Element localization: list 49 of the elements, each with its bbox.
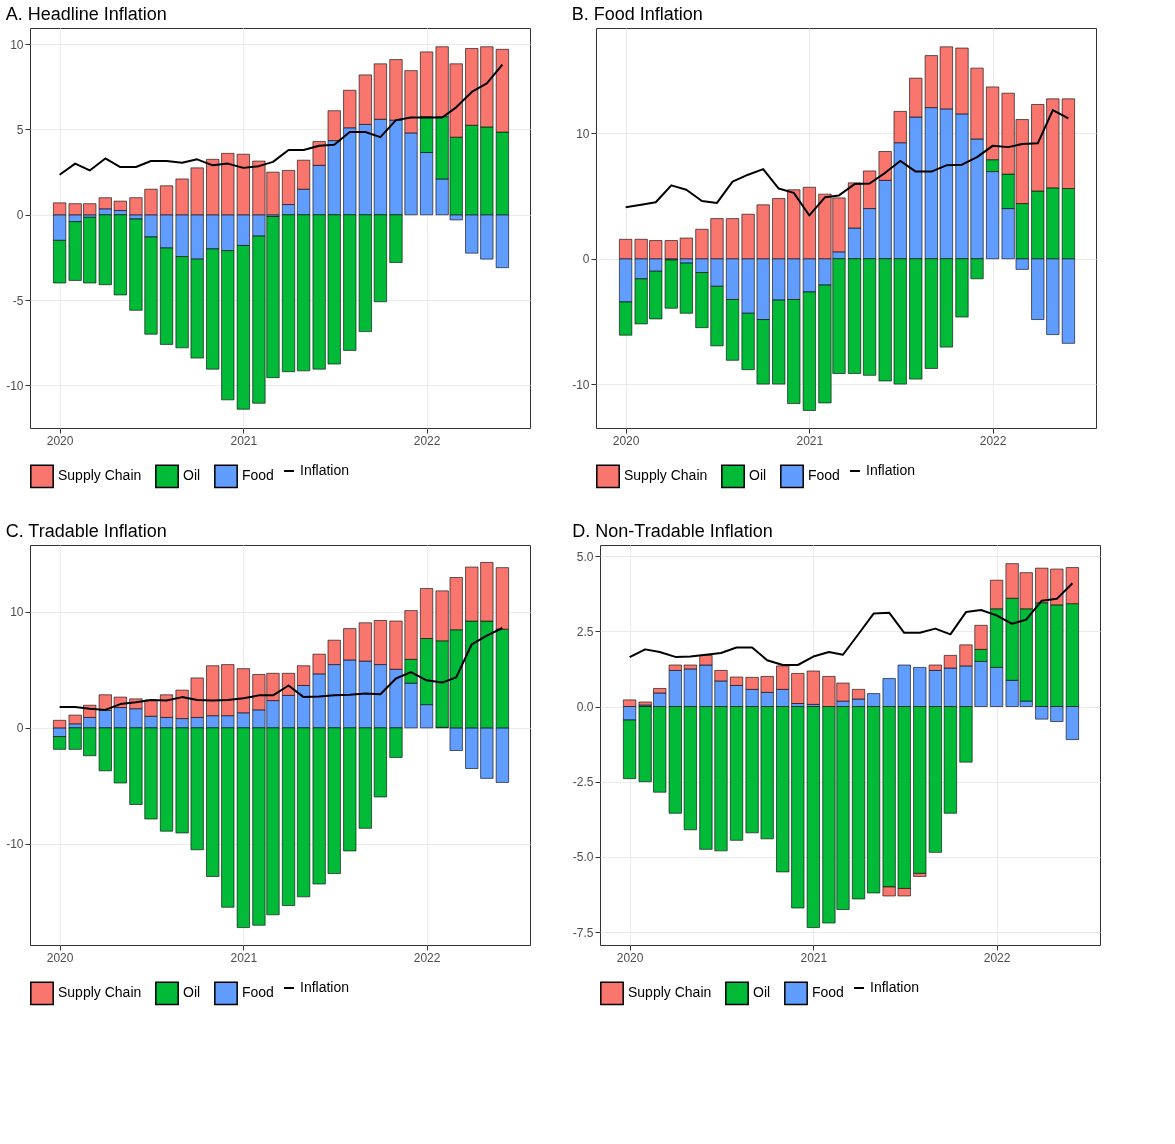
legend-label: Oil: [753, 984, 771, 1001]
chart-title: B. Food Inflation: [571, 4, 703, 24]
chart-title: C. Tradable Inflation: [5, 521, 167, 541]
y-tick-label: 10: [576, 126, 590, 141]
x-tick-label: 2021: [230, 950, 258, 965]
legend-label: Supply Chain: [58, 984, 142, 1001]
x-tick-label: 2021: [800, 950, 828, 965]
y-tick-label: 0.0: [576, 700, 594, 714]
y-tick-label: 5.0: [576, 549, 594, 564]
x-tick-label: 2022: [413, 433, 441, 448]
y-tick-label: 5: [16, 122, 24, 137]
x-tick-label: 2022: [983, 950, 1011, 965]
x-tick-label: 2021: [230, 433, 258, 448]
y-tick-label: -10: [6, 378, 24, 393]
legend-label: Supply Chain: [624, 467, 708, 484]
x-tick-label: 2020: [616, 950, 644, 965]
chart-title: A. Headline Inflation: [5, 4, 167, 24]
x-tick-label: 2020: [612, 433, 640, 448]
y-tick-label: -7.5: [572, 925, 594, 940]
legend-label: Supply Chain: [58, 467, 142, 484]
x-tick-label: 2022: [979, 433, 1007, 448]
y-tick-label: -10: [6, 837, 24, 852]
legend-label: Inflation: [870, 979, 920, 995]
legend-label: Food: [808, 467, 840, 484]
y-tick-label: 0: [16, 721, 24, 736]
x-tick-label: 2020: [46, 950, 74, 965]
x-tick-label: 2020: [46, 433, 74, 448]
y-tick-label: -2.5: [572, 775, 594, 790]
y-tick-label: 0: [582, 252, 590, 267]
y-tick-label: 2.5: [576, 624, 594, 639]
x-tick-label: 2021: [796, 433, 824, 448]
legend-label: Food: [812, 984, 844, 1001]
y-tick-label: 0: [16, 208, 24, 223]
legend-label: Oil: [183, 984, 201, 1001]
legend-label: Inflation: [300, 462, 350, 478]
legend-label: Supply Chain: [628, 984, 712, 1001]
legend-label: Oil: [183, 467, 201, 484]
y-tick-label: 10: [10, 37, 24, 52]
legend-label: Food: [242, 467, 274, 484]
y-tick-label: -5: [12, 293, 24, 308]
y-tick-label: -5.0: [572, 850, 594, 865]
legend-label: Inflation: [300, 979, 350, 995]
legend-label: Inflation: [866, 462, 916, 478]
y-tick-label: 10: [10, 605, 24, 620]
legend-label: Oil: [749, 467, 767, 484]
chart-title: D. Non-Tradable Inflation: [572, 521, 773, 541]
legend-label: Food: [242, 984, 274, 1001]
x-tick-label: 2022: [413, 950, 441, 965]
y-tick-label: -10: [572, 377, 590, 392]
